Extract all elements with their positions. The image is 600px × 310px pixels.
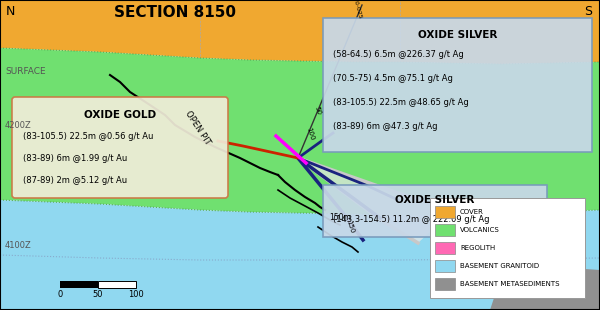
FancyBboxPatch shape	[12, 97, 228, 198]
Text: S: S	[584, 5, 592, 18]
Text: 150: 150	[345, 219, 355, 234]
Polygon shape	[0, 48, 600, 215]
Text: COVER: COVER	[460, 209, 484, 215]
Bar	[435, 224, 455, 236]
Bar	[60, 281, 98, 288]
Text: SURFACE: SURFACE	[5, 68, 46, 77]
Text: OXIDE SILVER: OXIDE SILVER	[418, 30, 497, 40]
Text: BASEMENT GRANITOID: BASEMENT GRANITOID	[460, 263, 539, 269]
Polygon shape	[490, 250, 600, 310]
Bar	[435, 206, 455, 218]
Bar	[98, 281, 136, 288]
Text: 150m: 150m	[329, 213, 351, 222]
Bar	[435, 260, 455, 272]
Text: REGOLITH: REGOLITH	[460, 245, 495, 251]
Text: 50: 50	[314, 106, 322, 116]
Text: 0: 0	[58, 290, 62, 299]
Text: N: N	[6, 5, 16, 18]
Bar	[435, 242, 455, 254]
Text: 4100Z: 4100Z	[5, 241, 32, 250]
Text: (143.3-154.5) 11.2m @ 222.09 g/t Ag: (143.3-154.5) 11.2m @ 222.09 g/t Ag	[333, 215, 490, 224]
Text: (87-89) 2m @5.12 g/t Au: (87-89) 2m @5.12 g/t Au	[23, 176, 127, 185]
Text: (83-105.5) 22.5m @48.65 g/t Ag: (83-105.5) 22.5m @48.65 g/t Ag	[333, 98, 469, 107]
Bar	[435, 278, 455, 290]
Text: SECTION 8150: SECTION 8150	[114, 5, 236, 20]
Text: (58-64.5) 6.5m @226.37 g/t Ag: (58-64.5) 6.5m @226.37 g/t Ag	[333, 50, 464, 59]
Text: 4200Z: 4200Z	[5, 121, 32, 130]
Text: 50: 50	[93, 290, 103, 299]
Bar	[430, 198, 585, 298]
Text: (83-89) 6m @47.3 g/t Ag: (83-89) 6m @47.3 g/t Ag	[333, 122, 437, 131]
Text: 100: 100	[128, 290, 144, 299]
FancyBboxPatch shape	[323, 18, 592, 152]
Text: OPEN PIT: OPEN PIT	[183, 109, 212, 147]
FancyBboxPatch shape	[323, 185, 547, 237]
Text: (83-89) 6m @1.99 g/t Au: (83-89) 6m @1.99 g/t Au	[23, 154, 127, 163]
Text: DDH-20-025: DDH-20-025	[347, 0, 362, 20]
Text: OXIDE GOLD: OXIDE GOLD	[84, 110, 156, 120]
Polygon shape	[298, 158, 453, 243]
Text: (70.5-75) 4.5m @75.1 g/t Ag: (70.5-75) 4.5m @75.1 g/t Ag	[333, 74, 453, 83]
Text: (83-105.5) 22.5m @0.56 g/t Au: (83-105.5) 22.5m @0.56 g/t Au	[23, 132, 154, 141]
Text: BASEMENT METASEDIMENTS: BASEMENT METASEDIMENTS	[460, 281, 560, 287]
Text: OXIDE SILVER: OXIDE SILVER	[395, 195, 475, 205]
Text: 100: 100	[305, 126, 315, 141]
Text: VOLCANICS: VOLCANICS	[460, 227, 500, 233]
Polygon shape	[0, 200, 600, 310]
Polygon shape	[0, 0, 600, 64]
